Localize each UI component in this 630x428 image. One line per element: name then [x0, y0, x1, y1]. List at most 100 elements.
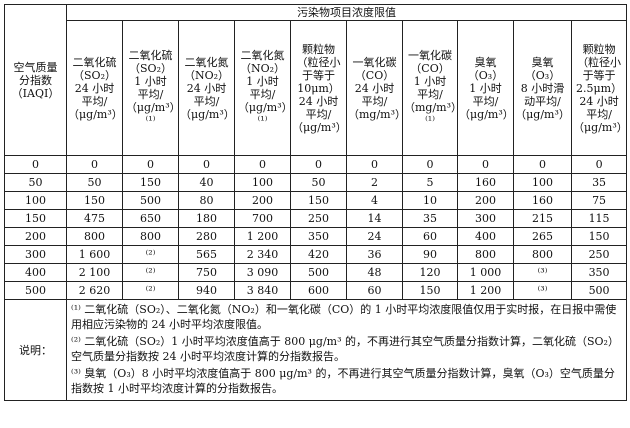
limit-value-cell: 500	[290, 263, 347, 282]
limit-value-cell: 60	[402, 227, 458, 246]
limit-value-cell: 35	[570, 173, 628, 192]
column-header: 二氧化硫 （SO₂） 1 小时 平均/ （μg/m³）⁽¹⁾	[122, 20, 179, 156]
limit-value-cell: 1 200	[457, 281, 514, 300]
limit-value-cell: 0	[122, 155, 179, 174]
limit-value-cell: 150	[290, 191, 347, 210]
limit-value-cell: 2 340	[234, 245, 291, 264]
limit-value-cell: 700	[234, 209, 291, 228]
limit-value-cell: 90	[402, 245, 458, 264]
limit-value-cell: 215	[513, 209, 572, 228]
limit-value-cell: 250	[570, 245, 628, 264]
limit-value-cell: 150	[570, 227, 628, 246]
limit-value-cell: 600	[290, 281, 347, 300]
limit-value-cell: 0	[457, 155, 514, 174]
iaqi-value-cell: 400	[4, 263, 67, 282]
limit-value-cell: 565	[178, 245, 235, 264]
limit-value-cell: 115	[570, 209, 628, 228]
limit-value-cell: 150	[122, 173, 179, 192]
notes-cell: ⁽¹⁾ 二氧化硫（SO₂）、二氧化氮（NO₂）和一氧化碳（CO）的 1 小时平均…	[65, 299, 628, 401]
limit-value-cell: 800	[513, 245, 572, 264]
limit-value-cell: 0	[290, 155, 347, 174]
limit-value-cell: 800	[122, 227, 179, 246]
footnote: ⁽²⁾ 二氧化硫（SO₂）1 小时平均浓度值高于 800 μg/m³ 的，不再进…	[71, 335, 619, 363]
iaqi-table: 空气质量 分指数 （IAQI） 污染物项目浓度限值 二氧化硫 （SO₂） 24 …	[4, 4, 628, 401]
limit-value-cell: ⁽³⁾	[513, 281, 572, 300]
table-row: 100 150 500 80 200 150 4 10 200 160 75	[4, 191, 628, 210]
limit-value-cell: 4	[346, 191, 403, 210]
limit-value-cell: 36	[346, 245, 403, 264]
limit-value-cell: 80	[178, 191, 235, 210]
iaqi-value-cell: 300	[4, 245, 67, 264]
notes-label: 说明：	[4, 299, 67, 401]
limit-value-cell: 3 090	[234, 263, 291, 282]
limit-value-cell: 0	[346, 155, 403, 174]
iaqi-value-cell: 50	[4, 173, 67, 192]
limit-value-cell: 150	[402, 281, 458, 300]
limit-value-cell: 5	[402, 173, 458, 192]
limit-value-cell: 2	[346, 173, 403, 192]
limit-value-cell: 475	[66, 209, 123, 228]
limit-value-cell: 14	[346, 209, 403, 228]
limit-value-cell: 50	[290, 173, 347, 192]
limit-value-cell: 24	[346, 227, 403, 246]
limit-value-cell: 160	[457, 173, 514, 192]
limit-value-cell: 280	[178, 227, 235, 246]
limit-value-cell: 0	[570, 155, 628, 174]
column-header: 二氧化氮 （NO₂） 1 小时 平均/ （μg/m³）⁽¹⁾	[234, 20, 291, 156]
limit-value-cell: 650	[122, 209, 179, 228]
iaqi-value-cell: 0	[4, 155, 67, 174]
iaqi-value-cell: 100	[4, 191, 67, 210]
limit-value-cell: 200	[234, 191, 291, 210]
footnote: ⁽³⁾ 臭氧（O₃）8 小时平均浓度值高于 800 μg/m³ 的，不再进行其空…	[71, 367, 615, 395]
limit-value-cell: ⁽³⁾	[513, 263, 572, 282]
limit-value-cell: 800	[66, 227, 123, 246]
limit-value-cell: 0	[178, 155, 235, 174]
column-header: 二氧化氮 （NO₂） 24 小时 平均/ （μg/m³）	[178, 20, 235, 156]
limit-value-cell: 50	[66, 173, 123, 192]
limit-value-cell: 350	[290, 227, 347, 246]
limit-value-cell: 120	[402, 263, 458, 282]
limit-value-cell: 100	[513, 173, 572, 192]
table-row: 300 1 600 ⁽²⁾ 565 2 340 420 36 90 800 800 250	[4, 245, 628, 264]
pollutant-limit-header: 污染物项目浓度限值	[65, 4, 628, 21]
table-row: 200 800 800 280 1 200 350 24 60 400 265 150	[4, 227, 628, 246]
limit-value-cell: 500	[570, 281, 628, 300]
limit-value-cell: 0	[513, 155, 572, 174]
limit-value-cell: 150	[66, 191, 123, 210]
limit-value-cell: 250	[290, 209, 347, 228]
column-header: 二氧化硫 （SO₂） 24 小时 平均/ （μg/m³）	[66, 20, 123, 156]
limit-value-cell: 2 620	[66, 281, 123, 300]
iaqi-header: 空气质量 分指数 （IAQI）	[4, 4, 67, 156]
table-row: 50 50 150 40 100 50 2 5 160 100 35	[4, 173, 628, 192]
limit-value-cell: 75	[570, 191, 628, 210]
iaqi-value-cell: 200	[4, 227, 67, 246]
iaqi-value-cell: 150	[4, 209, 67, 228]
limit-value-cell: 180	[178, 209, 235, 228]
limit-value-cell: 750	[178, 263, 235, 282]
column-header: 颗粒物 （粒径小 于等于 2.5μm） 24 小时 平均/ （μg/m³）	[570, 20, 628, 156]
table-row: 150 475 650 180 700 250 14 35 300 215 115	[4, 209, 628, 228]
limit-value-cell: 100	[234, 173, 291, 192]
column-header: 臭氧（O₃） 8 小时滑 动平均/ （μg/m³）	[513, 20, 572, 156]
limit-value-cell: 160	[513, 191, 572, 210]
limit-value-cell: 0	[66, 155, 123, 174]
limit-value-cell: 3 840	[234, 281, 291, 300]
limit-value-cell: 300	[457, 209, 514, 228]
table-row: 500 2 620 ⁽²⁾ 940 3 840 600 60 150 1 200 ⁽³⁾ 500	[4, 281, 628, 300]
limit-value-cell: 60	[346, 281, 403, 300]
limit-value-cell: 800	[457, 245, 514, 264]
limit-value-cell: 420	[290, 245, 347, 264]
limit-value-cell: 40	[178, 173, 235, 192]
limit-value-cell: 0	[234, 155, 291, 174]
limit-value-cell: 500	[122, 191, 179, 210]
limit-value-cell: 1 000	[457, 263, 514, 282]
table-row: 400 2 100 ⁽²⁾ 750 3 090 500 48 120 1 000 ⁽³⁾ 350	[4, 263, 628, 282]
footnote: ⁽¹⁾ 二氧化硫（SO₂）、二氧化氮（NO₂）和一氧化碳（CO）的 1 小时平均…	[71, 303, 617, 331]
limit-value-cell: 200	[457, 191, 514, 210]
limit-value-cell: 940	[178, 281, 235, 300]
limit-value-cell: ⁽²⁾	[122, 245, 179, 264]
limit-value-cell: 400	[457, 227, 514, 246]
limit-value-cell: 1 600	[66, 245, 123, 264]
column-header: 一氧化碳 （CO） 24 小时 平均/ （mg/m³）	[346, 20, 403, 156]
limit-value-cell: 1 200	[234, 227, 291, 246]
